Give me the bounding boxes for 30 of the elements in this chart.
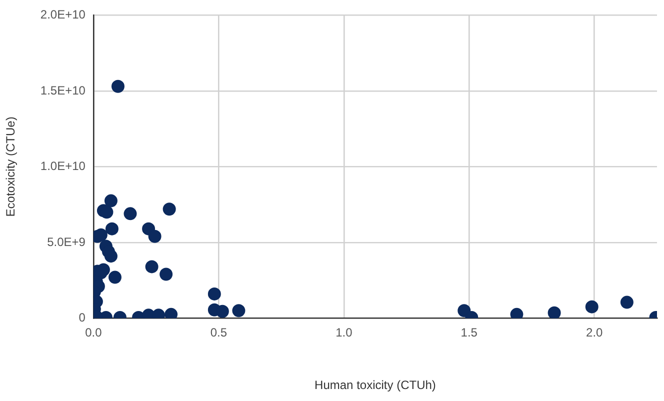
y-tick-label: 5.0E+9: [47, 234, 86, 249]
x-tick-label: 1.0: [336, 326, 353, 340]
y-tick-label: 0: [78, 310, 86, 325]
y-tick-label: 2.0E+10: [40, 8, 86, 22]
point: [164, 308, 178, 318]
point: [145, 260, 158, 274]
y-tick-label: 1.0E+10: [40, 159, 86, 174]
y-tick-label: 1.5E+10: [40, 83, 86, 98]
point: [620, 296, 634, 309]
point: [232, 304, 246, 318]
y-axis-title: Ecotoxicity (CTUe): [4, 116, 18, 217]
x-tick-label: 2.0: [586, 326, 604, 340]
point: [510, 308, 524, 318]
point: [108, 270, 122, 284]
point: [160, 268, 173, 281]
x-tick-label: 0.0: [85, 326, 102, 340]
point: [162, 202, 176, 216]
point: [208, 287, 221, 300]
point: [124, 207, 137, 220]
x-axis-title: Human toxicity (CTUh): [314, 378, 436, 392]
point: [148, 230, 162, 243]
point: [111, 80, 124, 93]
x-tick-label: 1.5: [460, 326, 478, 340]
point: [104, 194, 118, 208]
point: [585, 300, 598, 314]
point: [548, 306, 561, 318]
x-tick-label: 0.5: [210, 326, 228, 340]
point: [216, 304, 229, 318]
point: [104, 250, 118, 263]
point: [105, 222, 118, 236]
